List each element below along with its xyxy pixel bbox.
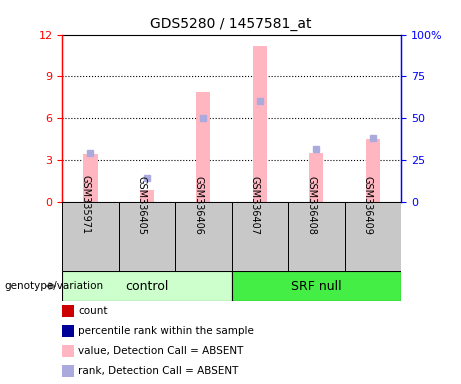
Text: percentile rank within the sample: percentile rank within the sample [78, 326, 254, 336]
Text: GSM335971: GSM335971 [81, 175, 90, 235]
Bar [288, 202, 344, 271]
Text: GDS5280 / 1457581_at: GDS5280 / 1457581_at [150, 17, 311, 31]
Bar [62, 305, 74, 317]
Text: genotype/variation: genotype/variation [5, 281, 104, 291]
Text: GSM336407: GSM336407 [250, 175, 260, 235]
Bar [309, 153, 324, 202]
Bar [83, 154, 98, 202]
Text: count: count [78, 306, 108, 316]
Bar [366, 139, 380, 202]
Text: rank, Detection Call = ABSENT: rank, Detection Call = ABSENT [78, 366, 239, 376]
Bar [62, 345, 74, 357]
Text: GSM336409: GSM336409 [363, 175, 373, 235]
Bar [62, 365, 74, 377]
Bar [118, 202, 175, 271]
Bar [62, 202, 118, 271]
Text: GSM336406: GSM336406 [194, 175, 203, 235]
Bar [62, 271, 231, 301]
Bar [196, 92, 211, 202]
Bar [140, 190, 154, 202]
Bar [231, 202, 288, 271]
Bar [62, 325, 74, 337]
Text: control: control [125, 280, 169, 293]
Bar [231, 271, 401, 301]
Text: SRF null: SRF null [291, 280, 342, 293]
Bar [253, 46, 267, 202]
Text: value, Detection Call = ABSENT: value, Detection Call = ABSENT [78, 346, 244, 356]
Bar [344, 202, 401, 271]
Text: GSM336405: GSM336405 [137, 175, 147, 235]
Bar [175, 202, 231, 271]
Text: GSM336408: GSM336408 [307, 175, 316, 235]
